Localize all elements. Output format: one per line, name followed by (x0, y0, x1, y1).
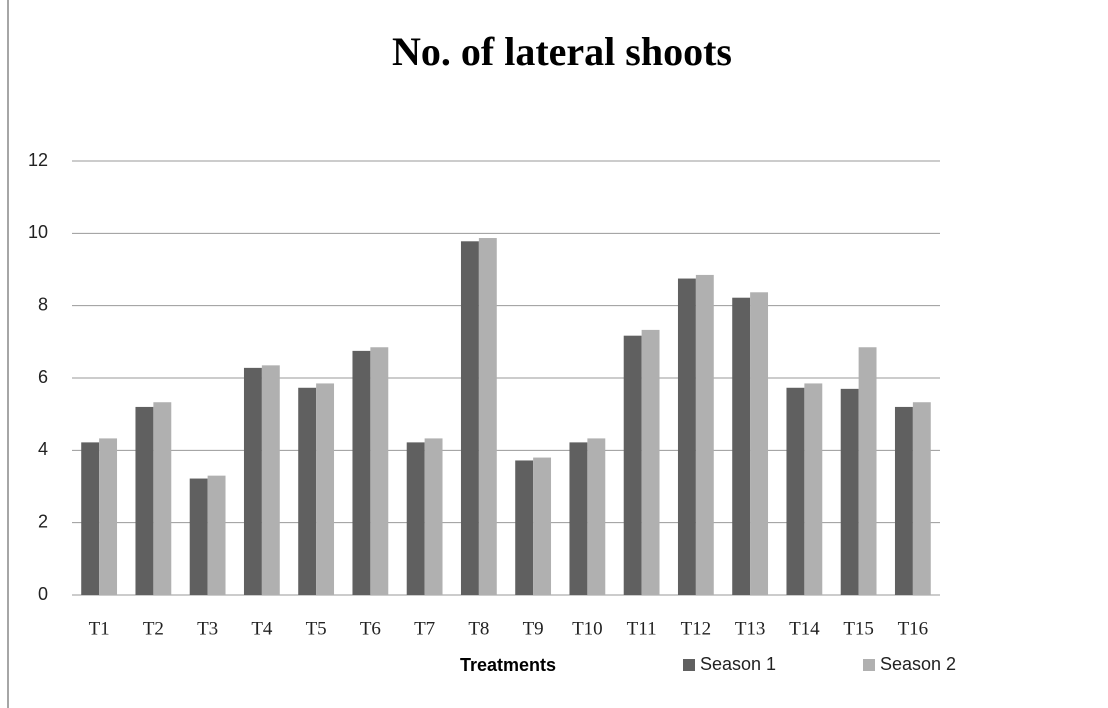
bar (352, 350, 371, 595)
x-tick-label: T14 (789, 618, 820, 639)
bar (732, 297, 751, 595)
bar (804, 383, 823, 595)
bar (515, 460, 534, 595)
bar (135, 406, 154, 595)
bar (316, 383, 335, 595)
x-tick-label: T4 (251, 618, 273, 639)
y-tick-label: 6 (38, 367, 48, 387)
x-tick-label: T12 (681, 618, 712, 639)
x-tick-label: T9 (523, 618, 544, 639)
x-tick-label: T1 (89, 618, 110, 639)
x-tick-label: T16 (898, 618, 929, 639)
x-tick-label: T6 (360, 618, 381, 639)
bar (533, 457, 552, 595)
bar (677, 278, 696, 595)
x-tick-label: T8 (468, 618, 489, 639)
chart-title: No. of lateral shoots (392, 29, 732, 74)
bar (424, 438, 443, 595)
x-tick-label: T3 (197, 618, 218, 639)
y-tick-label: 8 (38, 294, 48, 314)
x-tick-label: T15 (843, 618, 874, 639)
y-tick-label: 4 (38, 439, 48, 459)
x-tick-label: T10 (572, 618, 603, 639)
legend-label: Season 2 (880, 654, 956, 674)
legend-swatch (863, 659, 875, 671)
bar (460, 241, 479, 596)
x-tick-label: T2 (143, 618, 164, 639)
x-axis-label: Treatments (460, 655, 556, 675)
bar (189, 478, 208, 595)
bar (569, 442, 588, 595)
x-tick-label: T13 (735, 618, 766, 639)
bar (153, 402, 172, 595)
chart-frame (7, 0, 9, 708)
bar (298, 387, 317, 595)
y-tick-label: 0 (38, 584, 48, 604)
bar (478, 238, 497, 595)
bar (695, 274, 714, 595)
legend-label: Season 1 (700, 654, 776, 674)
bar (641, 329, 660, 595)
bar (261, 365, 280, 595)
x-tick-label: T11 (627, 618, 657, 639)
bar (894, 406, 913, 595)
bar (99, 438, 118, 595)
bar (587, 438, 606, 595)
bar (840, 388, 859, 595)
bar (406, 442, 425, 595)
x-tick-label: T5 (306, 618, 327, 639)
bar (81, 442, 100, 595)
bar (858, 347, 877, 595)
x-tick-label: T7 (414, 618, 435, 639)
bar (207, 475, 226, 595)
y-tick-label: 12 (28, 150, 48, 170)
bar (370, 347, 389, 595)
bar (623, 335, 642, 595)
bar (750, 292, 769, 595)
bar (786, 387, 805, 595)
y-tick-label: 10 (28, 222, 48, 242)
y-tick-label: 2 (38, 511, 48, 531)
bar (243, 367, 262, 595)
legend-swatch (683, 659, 695, 671)
bar (912, 402, 931, 595)
